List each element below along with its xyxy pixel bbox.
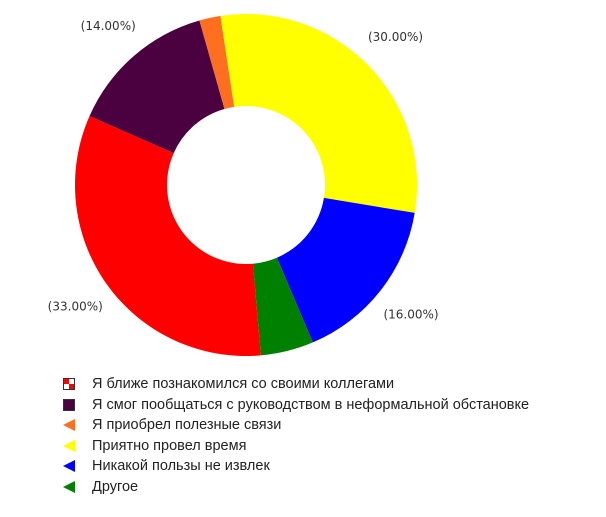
slice-2 [199, 15, 235, 109]
triangle-left-icon [63, 460, 75, 473]
slice-label-0: (33.00%) [48, 300, 103, 314]
slice-label-4: (16.00%) [383, 307, 438, 321]
legend-label: Другое [92, 478, 139, 495]
legend-label: Никакой пользы не извлек [92, 458, 270, 475]
legend-item: Я приобрел полезные связи [62, 415, 529, 436]
slice-label-3: (30.00%) [368, 30, 423, 44]
slice-label-1: (14.00%) [81, 19, 136, 33]
donut-chart: (33.00%)(14.00%)(2.00%)(30.00%)(16.00%)(… [48, 14, 439, 357]
triangle-left-icon [63, 439, 75, 452]
legend-label: Я приобрел полезные связи [92, 417, 282, 434]
slices [75, 14, 417, 357]
slice-3 [220, 14, 417, 213]
slice-labels: (33.00%)(14.00%)(2.00%)(30.00%)(16.00%)(… [48, 19, 439, 321]
legend-item: Другое [62, 477, 529, 498]
legend-item: Я ближе познакомился со своими коллегами [62, 374, 529, 395]
legend-item: Приятно провел время [62, 436, 529, 457]
slice-1 [89, 20, 225, 154]
legend-label: Я ближе познакомился со своими коллегами [92, 376, 395, 393]
legend-label: Я смог пообщаться с руководством в нефор… [92, 396, 530, 413]
legend-label: Приятно провел время [92, 437, 247, 454]
legend-item: Никакой пользы не извлек [62, 456, 529, 477]
legend-item: Я смог пообщаться с руководством в нефор… [62, 395, 529, 416]
triangle-left-icon [63, 480, 75, 493]
legend: Я ближе познакомился со своими коллегами… [62, 374, 529, 497]
slice-4 [276, 197, 415, 343]
slice-0 [75, 115, 261, 357]
slice-5 [252, 257, 313, 356]
square-icon [63, 398, 75, 411]
checker-square-icon [63, 378, 75, 391]
triangle-left-icon [63, 419, 75, 432]
